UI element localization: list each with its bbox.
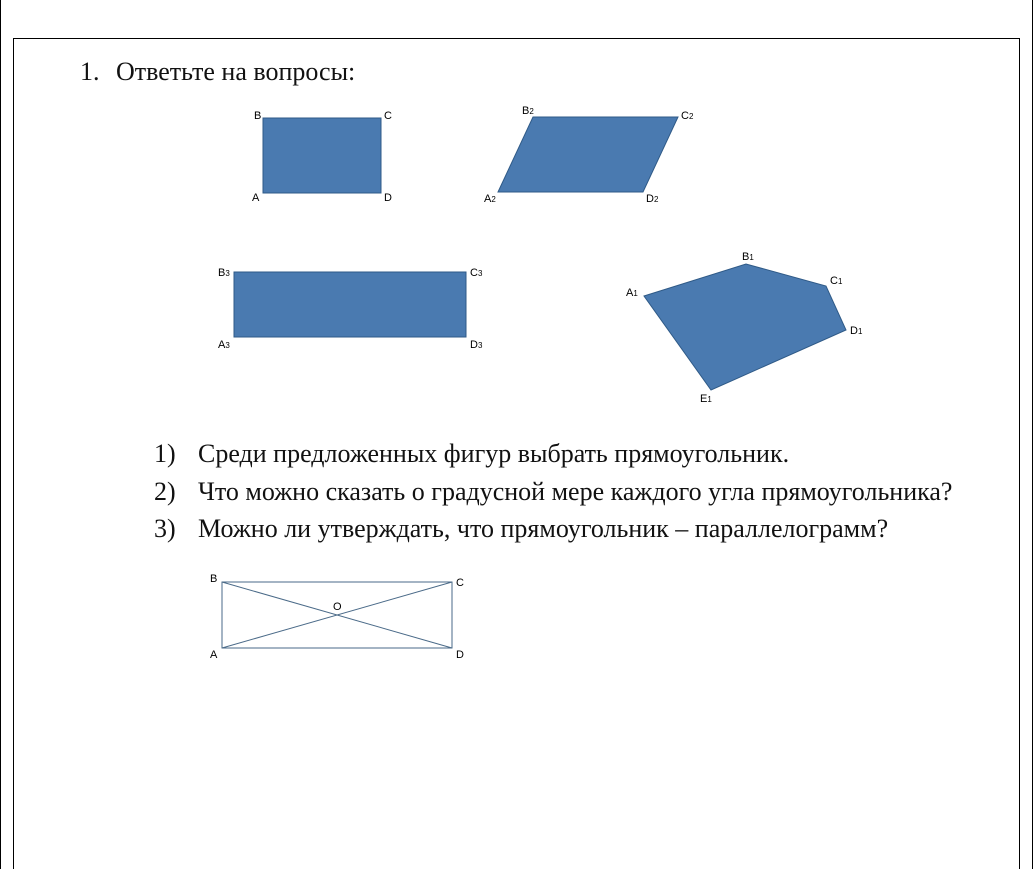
figure-pentagon: A1 B1 C1 D1 E1 <box>616 250 886 415</box>
subquestion-2: 2) Что можно сказать о градусной мере ка… <box>154 473 999 511</box>
subq-number: 1) <box>154 435 198 473</box>
penta-label-c: C1 <box>830 275 843 287</box>
figure-diagonal-rect: B C A D O <box>206 570 999 677</box>
square-label-d: D <box>384 192 392 204</box>
penta-label-a: A1 <box>626 287 638 299</box>
subq-text: Что можно сказать о градусной мере каждо… <box>198 473 952 511</box>
dr-label-c: C <box>456 577 464 589</box>
content-cell: Ответьте на вопросы: B C A D B2 <box>13 38 1020 869</box>
penta-label-d: D1 <box>850 325 863 337</box>
task-list: Ответьте на вопросы: B C A D B2 <box>34 57 999 677</box>
penta-label-b: B1 <box>742 251 754 263</box>
figures-block: B C A D B2 C2 A2 D2 <box>106 105 966 405</box>
subq-number: 2) <box>154 473 198 511</box>
para-label-a: A2 <box>484 193 496 205</box>
figure-rectangle: B3 C3 A3 D3 <box>216 260 496 360</box>
figure-parallelogram: B2 C2 A2 D2 <box>456 105 706 215</box>
dr-label-d: D <box>456 649 464 661</box>
penta-label-e: E1 <box>700 393 712 405</box>
task-prompt: Ответьте на вопросы: <box>116 57 355 86</box>
subq-text: Среди предложенных фигур выбрать прямоуг… <box>198 435 789 473</box>
rect-label-c: C3 <box>470 267 483 279</box>
task-item-1: Ответьте на вопросы: B C A D B2 <box>106 57 999 677</box>
diag-rect-svg: B C A D O <box>206 570 476 670</box>
rect-label-d: D3 <box>470 339 483 351</box>
para-label-d: D2 <box>646 193 659 205</box>
dr-label-b: B <box>210 573 217 585</box>
rect-label-a: A3 <box>218 339 230 351</box>
para-label-b: B2 <box>522 105 534 117</box>
subquestion-list: 1) Среди предложенных фигур выбрать прям… <box>116 435 999 548</box>
square-label-a: A <box>252 192 260 204</box>
dr-label-o: O <box>333 601 342 613</box>
subquestion-3: 3) Можно ли утверждать, что прямоугольни… <box>154 510 999 548</box>
page: Ответьте на вопросы: B C A D B2 <box>0 0 1033 869</box>
figure-square: B C A D <box>246 105 406 210</box>
subq-text: Можно ли утверждать, что прямоугольник –… <box>198 510 888 548</box>
square-label-b: B <box>254 110 261 122</box>
para-label-c: C2 <box>681 110 694 122</box>
subquestion-1: 1) Среди предложенных фигур выбрать прям… <box>154 435 999 473</box>
subq-number: 3) <box>154 510 198 548</box>
dr-label-a: A <box>210 649 218 661</box>
rect-label-b: B3 <box>218 267 230 279</box>
square-label-c: C <box>384 110 392 122</box>
